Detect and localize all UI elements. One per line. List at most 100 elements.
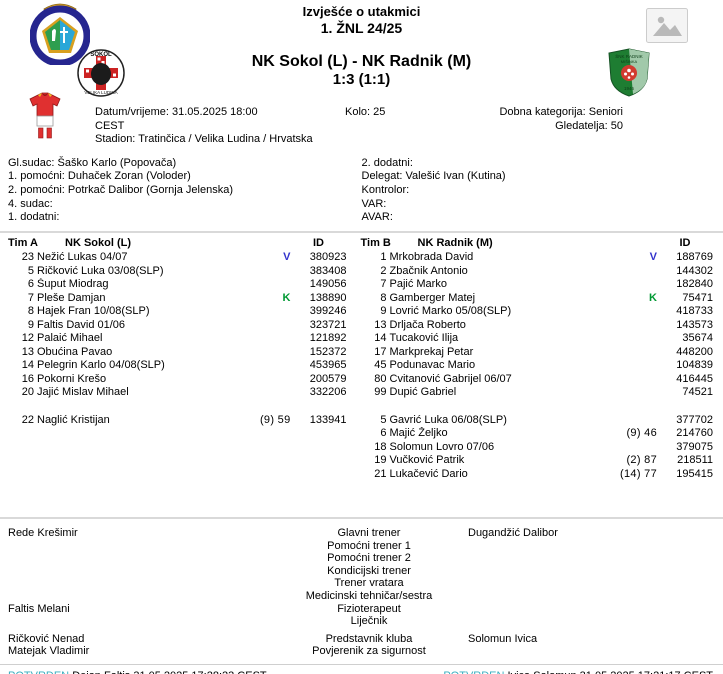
svg-text:1946: 1946 bbox=[624, 86, 635, 91]
team-b-header: Tim B NK Radnik (M) ID bbox=[361, 236, 714, 251]
photo-placeholder-icon bbox=[646, 8, 688, 46]
official-entry: Delegat: Valešić Ivan (Kutina) bbox=[361, 170, 506, 183]
team-b-starters: 1 Mrkobrada David V 188769 2 Zbačnik Ant… bbox=[361, 251, 713, 400]
staff-name-home: Rede Krešimir bbox=[8, 527, 78, 540]
match-datetime: Datum/vrijeme: 31.05.2025 18:00 CEST bbox=[95, 106, 258, 132]
home-confirmation-status: POTVRĐEN bbox=[8, 670, 69, 674]
home-kit-icon bbox=[26, 92, 64, 143]
spacer bbox=[0, 481, 723, 511]
player-number: 23 bbox=[21, 251, 34, 264]
player-row: 21 Lukačević Dario (14) 77 195415 bbox=[361, 467, 713, 482]
player-number: 2 bbox=[380, 264, 387, 277]
official-entry: VAR: bbox=[361, 197, 387, 210]
player-id: 332206 bbox=[309, 386, 347, 399]
player-row: 5 Ričković Luka 03/08(SLP) 383408 bbox=[8, 265, 347, 279]
home-club-logo-icon: SOKOL VELIKA LUDINA bbox=[76, 48, 126, 101]
team-a-bench: 22 Naglić Kristijan (9) 59 133941 bbox=[8, 414, 347, 428]
player-name: Pajić Marko bbox=[389, 278, 447, 291]
player-id: 138890 bbox=[309, 291, 347, 304]
player-name: Šuput Miodrag bbox=[37, 278, 109, 291]
player-id: 182840 bbox=[676, 278, 713, 291]
staff-name-away bbox=[444, 615, 715, 628]
official-entry: 4. sudac: bbox=[8, 197, 53, 210]
substitution-info: (9) 59 bbox=[259, 413, 291, 426]
svg-text:MIŠINKA: MIŠINKA bbox=[621, 59, 638, 64]
staff-name-home bbox=[8, 577, 294, 590]
staff-name-away bbox=[444, 603, 715, 616]
official-entry: 2. dodatni: bbox=[361, 156, 413, 169]
player-row: 9 Faltis David 01/06 323721 bbox=[8, 319, 347, 333]
player-id: 379075 bbox=[676, 440, 713, 453]
player-row: 14 Tucaković Ilija 35674 bbox=[361, 332, 713, 346]
svg-text:SOKOL: SOKOL bbox=[90, 52, 112, 58]
team-a-name: NK Sokol (L) bbox=[65, 237, 131, 250]
substitution-info: (9) 46 bbox=[626, 427, 657, 440]
player-row: 23 Nežić Lukas 04/07 V 380923 bbox=[8, 251, 347, 265]
player-row: 7 Pleše Damjan K 138890 bbox=[8, 292, 347, 306]
player-row: 8 Hajek Fran 10/08(SLP) 399246 bbox=[8, 305, 347, 319]
player-name: Nežić Lukas 04/07 bbox=[37, 251, 128, 264]
player-number: 8 bbox=[27, 305, 34, 318]
player-id: 416445 bbox=[676, 372, 713, 385]
player-row: 2 Zbačnik Antonio 144302 bbox=[361, 264, 713, 279]
player-id: 149056 bbox=[309, 278, 347, 291]
staff-name-home: Faltis Melani bbox=[8, 602, 70, 615]
role-badge: K bbox=[649, 291, 657, 304]
player-id: 104839 bbox=[676, 359, 713, 372]
player-row: 8 Gamberger Matej K 75471 bbox=[361, 291, 713, 306]
player-number: 14 bbox=[374, 332, 387, 345]
staff-name-away bbox=[444, 540, 715, 553]
competition-title: 1. ŽNL 24/25 bbox=[320, 20, 403, 36]
official-entry: Gl.sudac: Šaško Karlo (Popovača) bbox=[8, 156, 177, 169]
match-score: 1:3 (1:1) bbox=[332, 71, 391, 88]
player-row: 45 Podunavac Mario 104839 bbox=[361, 359, 713, 373]
player-id: 218511 bbox=[677, 454, 713, 467]
player-id: 323721 bbox=[309, 318, 347, 331]
staff-row: Pomoćni trener 2 bbox=[8, 552, 715, 565]
match-info-row: Datum/vrijeme: 31.05.2025 18:00 CEST Sta… bbox=[0, 100, 723, 147]
staff-role: Kondicijski trener bbox=[327, 564, 411, 577]
player-id: 383408 bbox=[309, 264, 347, 277]
team-b-label: Tim B bbox=[360, 237, 391, 250]
staff-role: Glavni trener bbox=[337, 527, 401, 540]
player-name: Gamberger Matej bbox=[389, 291, 476, 304]
staff-name-away bbox=[444, 590, 715, 603]
player-name: Majić Željko bbox=[389, 427, 448, 440]
player-id: 399246 bbox=[309, 305, 347, 318]
staff-row: Trener vratara bbox=[8, 577, 715, 590]
player-name: Dupić Gabriel bbox=[389, 386, 457, 399]
team-a-label: Tim A bbox=[8, 237, 38, 250]
player-name: Obućina Pavao bbox=[37, 345, 113, 358]
player-number: 21 bbox=[374, 467, 387, 480]
player-name: Faltis David 01/06 bbox=[37, 318, 126, 331]
match-stadium: Stadion: Tratinčica / Velika Ludina / Hr… bbox=[95, 133, 313, 145]
player-row: 13 Drljača Roberto 143573 bbox=[361, 319, 713, 333]
team-b-table: Tim B NK Radnik (M) ID 1 Mrkobrada David… bbox=[361, 236, 714, 481]
staff-name-away: Dugandžić Dalibor bbox=[468, 527, 558, 540]
player-name: Gavrić Luka 06/08(SLP) bbox=[389, 413, 507, 426]
section-divider bbox=[0, 517, 723, 520]
staff-name-away bbox=[444, 645, 715, 658]
player-number: 16 bbox=[21, 372, 34, 385]
player-name: Pelegrin Karlo 04/08(SLP) bbox=[37, 359, 165, 372]
player-id: 448200 bbox=[676, 345, 713, 358]
staff-role: Liječnik bbox=[350, 615, 388, 628]
staff-row: Liječnik bbox=[8, 615, 715, 628]
player-row: 18 Solomun Lovro 07/06 379075 bbox=[361, 440, 713, 455]
team-a-starters: 23 Nežić Lukas 04/07 V 380923 5 Ričković… bbox=[8, 251, 347, 400]
staff-role: Trener vratara bbox=[334, 577, 404, 590]
player-id: 418733 bbox=[676, 305, 713, 318]
player-id: 453965 bbox=[309, 359, 347, 372]
staff-row: Ričković Nenad Predstavnik kluba Solomun… bbox=[8, 633, 715, 646]
svg-text:ŠNK RADNIK: ŠNK RADNIK bbox=[615, 53, 643, 59]
player-row: 17 Markprekaj Petar 448200 bbox=[361, 345, 713, 360]
player-row: 5 Gavrić Luka 06/08(SLP) 377702 bbox=[361, 413, 713, 428]
staff-name-home: Matejak Vladimir bbox=[8, 645, 90, 658]
player-id: 133941 bbox=[309, 413, 347, 426]
player-id: 380923 bbox=[309, 251, 347, 264]
player-row: 7 Pajić Marko 182840 bbox=[361, 278, 713, 292]
player-row: 1 Mrkobrada David V 188769 bbox=[361, 251, 713, 265]
team-a-table: Tim A NK Sokol (L) ID 23 Nežić Lukas 04/… bbox=[8, 236, 361, 481]
home-confirmation-text: Dejan Faltis 31.05.2025 17:28:23 CEST bbox=[72, 670, 266, 674]
